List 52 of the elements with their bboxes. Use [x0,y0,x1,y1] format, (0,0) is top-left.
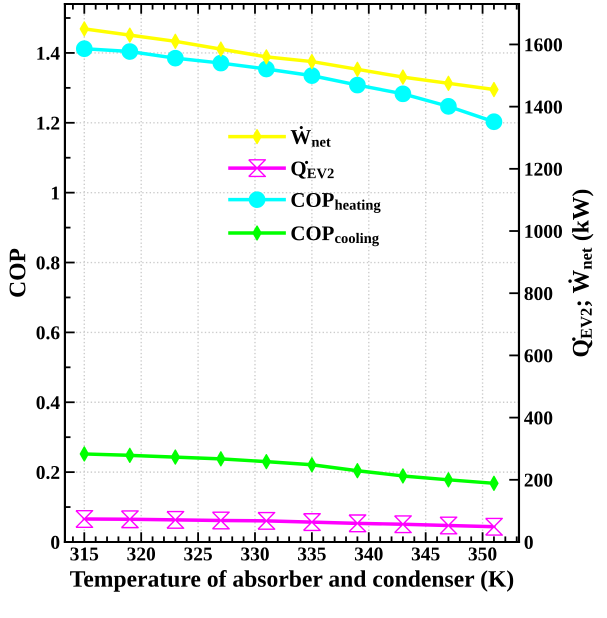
point [440,98,457,115]
point [166,510,184,529]
x-tick-label: 315 [70,547,98,561]
y2-tick-label: 400 [524,411,552,425]
y2-axis-title: Q̇$_{EV2}$; Ẇ$_{net}$ (kW) [568,190,594,356]
y2-tick-label: 1400 [525,100,562,114]
y-tick-label: 0.4 [36,396,60,410]
y2-tick-label: 0 [524,536,533,549]
point [348,514,366,532]
y2-tick-label: 1000 [525,224,562,238]
y2-tick-label: 800 [524,287,552,300]
legend-label: COP$_{cooling}$ [291,226,379,246]
x-tick-label: 340 [354,547,383,561]
y2-tick-label: 1600 [525,38,562,52]
point [120,510,139,528]
point [394,85,412,102]
x-tick-label: 335 [298,547,326,561]
y-tick-label: 0.6 [36,326,60,340]
x-tick-label: 325 [184,547,212,561]
point [439,516,458,535]
point [257,512,276,530]
point [302,513,321,532]
y2-tick-label: 1200 [525,162,562,176]
point [121,43,138,60]
y-tick-label: 0.8 [36,256,60,270]
point [212,54,230,72]
legend-label: Ẇ$_{net}$ [290,126,331,147]
point [76,40,93,58]
point [349,76,366,94]
x-tick-label: 320 [127,547,156,561]
y-axis-title: COP [10,248,26,297]
y-tick-label: 1.4 [37,46,60,60]
x-tick-label: 345 [412,547,440,561]
point [166,50,184,66]
point [75,510,94,528]
y-tick-label: 1.2 [37,116,60,130]
point [304,67,320,84]
legend-label: COP$_{heating}$ [291,193,381,213]
point [486,113,502,130]
point [258,60,275,78]
y-tick-label: 0.2 [36,466,60,480]
x-axis-title: Temperature of absorber and condenser (K) [70,570,514,592]
point [484,518,503,536]
point [212,512,230,530]
point [394,515,412,534]
y2-tick-label: 200 [524,474,552,487]
y-tick-label: 0 [51,536,60,549]
x-tick-label: 350 [468,547,496,561]
x-tick-label: 330 [241,547,269,561]
y-tick-label: 1 [52,186,60,200]
y2-tick-label: 600 [524,349,552,362]
legend-label: Q̇$_{EV2}$ [291,160,334,179]
